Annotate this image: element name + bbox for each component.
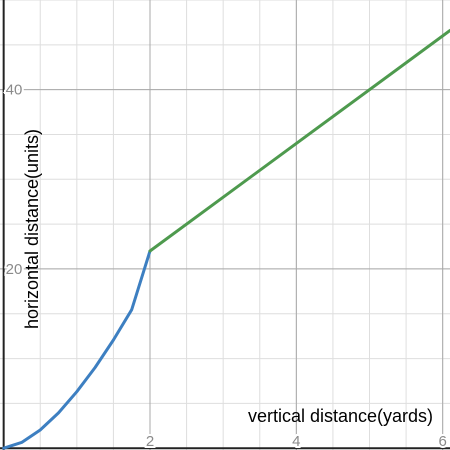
x-tick-label: 6: [439, 433, 447, 450]
tick-labels: 2 4 6 20 40: [4, 80, 449, 450]
series-line-2: [148, 29, 450, 253]
series-line-1: [2, 249, 152, 450]
y-tick-label: 40: [6, 82, 23, 99]
y-tick-label: 20: [6, 261, 23, 278]
y-axis-title: horizontal distance(units): [22, 129, 42, 329]
x-axis-title: vertical distance(yards): [248, 406, 433, 426]
series-lines: [2, 29, 450, 450]
x-tick-label: 2: [146, 433, 154, 450]
x-tick-label: 4: [292, 433, 300, 450]
